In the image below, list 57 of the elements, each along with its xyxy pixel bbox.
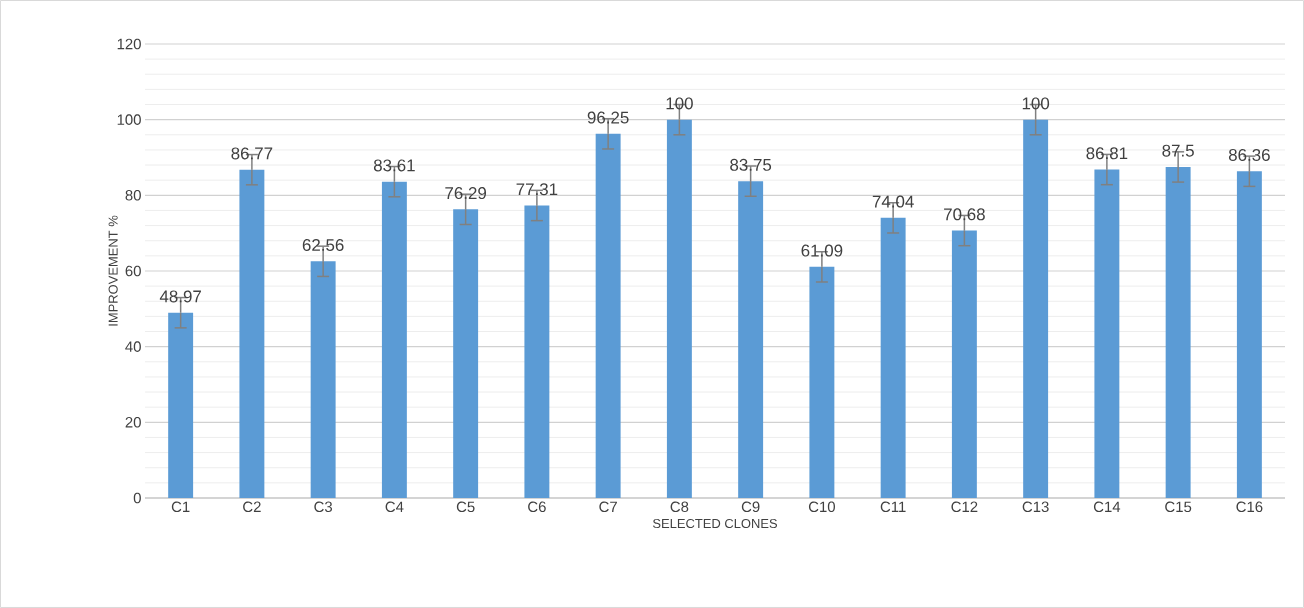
x-tick-label: C10 (808, 501, 835, 513)
bar (1165, 166, 1191, 498)
bar (524, 205, 550, 498)
bar (809, 266, 835, 498)
data-label: 48.97 (159, 290, 201, 303)
x-tick-label: C6 (528, 501, 546, 513)
data-label: 61.09 (801, 244, 843, 257)
x-tick-label: C11 (880, 501, 906, 513)
x-tick-label: C2 (243, 501, 261, 513)
y-tick-label: 0 (133, 492, 141, 504)
data-label: 100 (666, 97, 693, 110)
data-label: 100 (1022, 97, 1050, 110)
bar (239, 169, 265, 498)
data-label: 96.25 (587, 111, 629, 124)
data-label: 83.61 (373, 159, 415, 172)
y-tick-label: 60 (125, 265, 141, 277)
bar (453, 209, 479, 498)
y-tick-label: 120 (117, 38, 141, 50)
bar (666, 119, 692, 498)
y-tick-label: 100 (117, 114, 141, 125)
x-tick-label: C9 (741, 501, 760, 513)
data-label: 62.56 (302, 239, 344, 252)
data-label: 86.36 (1228, 148, 1270, 161)
x-tick-label: C1 (171, 501, 190, 513)
y-tick-label: 80 (125, 190, 141, 201)
data-label: 70.68 (944, 208, 985, 221)
x-tick-label: C4 (385, 501, 404, 513)
bar (1023, 119, 1049, 498)
data-label: 76.29 (445, 187, 487, 200)
x-tick-label: C5 (456, 501, 475, 513)
bar (738, 181, 764, 498)
x-tick-label: C3 (314, 501, 333, 513)
y-axis-title: IMPROVEMENT % (108, 215, 118, 326)
data-label: 86.77 (231, 147, 273, 160)
data-label: 74.04 (872, 195, 914, 208)
bar (310, 261, 336, 498)
data-label: 86.81 (1086, 147, 1128, 160)
y-tick-label: 40 (125, 341, 141, 352)
bar (1094, 169, 1120, 498)
x-tick-label: C15 (1165, 501, 1192, 513)
bar (381, 181, 407, 498)
x-tick-label: C8 (670, 501, 689, 513)
bar (880, 217, 906, 498)
x-axis-title: SELECTED CLONES (652, 518, 778, 529)
x-tick-label: C7 (599, 501, 617, 513)
x-tick-label: C13 (1022, 501, 1049, 513)
x-tick-label: C14 (1093, 501, 1121, 513)
data-label: 77.31 (516, 183, 558, 196)
x-tick-label: C16 (1236, 501, 1263, 513)
data-label: 87.5 (1162, 144, 1194, 157)
bar (951, 230, 977, 498)
bar (595, 133, 621, 498)
y-tick-label: 20 (125, 417, 141, 428)
bar (168, 312, 194, 498)
bar (1236, 171, 1262, 498)
data-label: 83.75 (730, 158, 772, 171)
x-tick-label: C12 (951, 501, 978, 513)
